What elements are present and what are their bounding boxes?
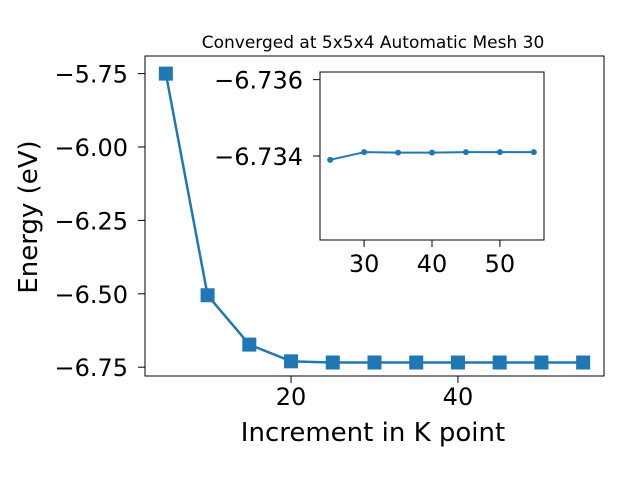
inset-data-point bbox=[462, 149, 469, 156]
main-data-point bbox=[409, 355, 424, 370]
inset-data-point bbox=[530, 149, 537, 156]
main-y-tick-label: −6.50 bbox=[54, 281, 128, 309]
main-data-point bbox=[492, 355, 507, 370]
main-x-tick-label: 20 bbox=[276, 383, 307, 411]
inset-x-tick-label: 40 bbox=[417, 250, 448, 278]
main-data-point bbox=[534, 355, 549, 370]
inset-x-tick-label: 50 bbox=[485, 250, 516, 278]
inset-data-point bbox=[496, 149, 503, 156]
main-y-tick-label: −6.25 bbox=[54, 207, 128, 235]
main-data-point bbox=[367, 355, 382, 370]
main-x-tick-label: 40 bbox=[443, 383, 474, 411]
main-data-point bbox=[325, 355, 340, 370]
main-data-point bbox=[576, 355, 591, 370]
inset-data-point bbox=[395, 149, 402, 156]
main-y-tick-label: −6.75 bbox=[54, 354, 128, 382]
inset-y-tick-label: −6.734 bbox=[214, 143, 303, 171]
main-data-point bbox=[158, 66, 173, 81]
inset-data-point bbox=[327, 156, 334, 163]
inset-x-tick-label: 30 bbox=[349, 250, 380, 278]
main-chart-title: Converged at 5x5x4 Automatic Mesh 30 bbox=[202, 33, 545, 53]
main-data-point bbox=[450, 355, 465, 370]
main-y-tick-label: −6.00 bbox=[54, 134, 128, 162]
main-data-point bbox=[200, 288, 215, 303]
main-x-axis-label: Increment in K point bbox=[241, 418, 505, 448]
inset-data-point bbox=[429, 149, 435, 156]
main-data-point bbox=[242, 337, 257, 352]
inset-plot: 30 40 50 −6.734 −6.736 bbox=[214, 67, 545, 278]
main-y-axis-label: Energy (eV) bbox=[14, 140, 44, 293]
inset-data-point bbox=[361, 149, 368, 156]
main-y-tick-label: −5.75 bbox=[54, 61, 128, 89]
inset-axes-frame bbox=[319, 71, 545, 241]
inset-y-tick-label: −6.736 bbox=[214, 67, 303, 95]
main-data-point bbox=[284, 354, 299, 369]
